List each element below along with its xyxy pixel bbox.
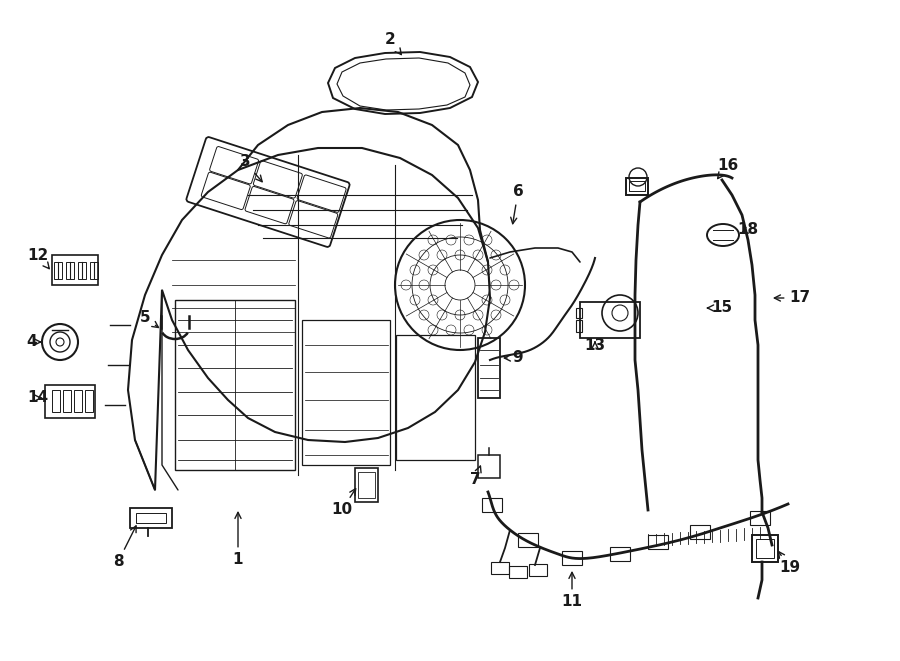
Text: 18: 18 (737, 223, 759, 237)
Text: 17: 17 (774, 290, 811, 305)
Text: 4: 4 (27, 334, 40, 350)
Text: 15: 15 (707, 301, 733, 315)
Text: 9: 9 (504, 350, 523, 366)
Text: 3: 3 (239, 155, 262, 182)
Text: 12: 12 (27, 247, 50, 268)
Text: 14: 14 (27, 391, 49, 405)
Text: 13: 13 (584, 338, 606, 352)
Text: 1: 1 (233, 512, 243, 568)
Text: 10: 10 (331, 488, 356, 518)
Text: 6: 6 (510, 184, 524, 223)
Text: 11: 11 (562, 572, 582, 609)
Text: 5: 5 (140, 311, 158, 327)
Text: 7: 7 (470, 466, 482, 488)
Text: 2: 2 (384, 32, 401, 55)
Text: 16: 16 (717, 157, 739, 178)
Text: 19: 19 (778, 551, 801, 576)
Text: 8: 8 (112, 526, 136, 570)
